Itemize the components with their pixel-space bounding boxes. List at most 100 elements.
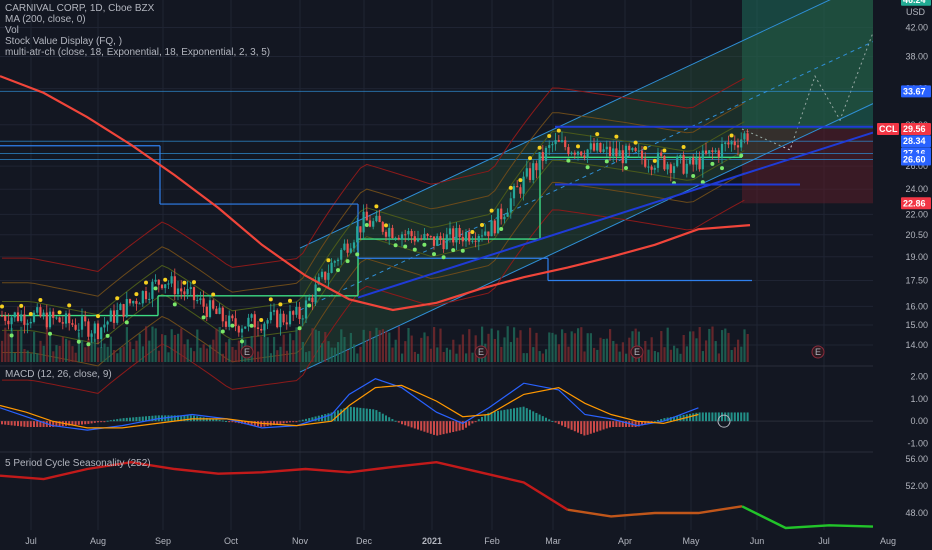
price-tag xyxy=(901,0,931,6)
macd-hist xyxy=(497,410,499,422)
macd-hist xyxy=(71,421,74,426)
volume-bar xyxy=(420,337,423,362)
signal-dot xyxy=(384,223,388,228)
price-tick: 22.00 xyxy=(905,209,928,219)
candle-body xyxy=(212,300,215,309)
volume-bar xyxy=(673,345,676,362)
volume-bar xyxy=(583,351,586,362)
macd-hist xyxy=(145,416,147,422)
candle-body xyxy=(612,148,615,156)
macd-hist xyxy=(279,421,282,424)
signal-dot xyxy=(508,185,513,190)
time-tick: Feb xyxy=(484,536,500,546)
signal-dot xyxy=(662,148,667,153)
macd-hist xyxy=(183,415,186,422)
signal-dot xyxy=(134,292,139,297)
macd-hist xyxy=(49,421,51,427)
macd-tick: -1.00 xyxy=(907,439,928,449)
candle-body xyxy=(132,300,135,304)
earnings-letter: E xyxy=(478,347,484,357)
time-tick: 2021 xyxy=(422,536,442,546)
volume-bar xyxy=(1,340,4,362)
volume-bar xyxy=(84,347,87,362)
candle-body xyxy=(740,139,743,148)
macd-hist xyxy=(269,421,272,426)
macd-hist xyxy=(81,421,83,425)
signal-dot xyxy=(576,144,580,149)
price-tag-label: 33.67 xyxy=(903,86,926,96)
candle-body xyxy=(583,155,586,158)
macd-hist xyxy=(330,412,333,422)
signal-dot xyxy=(345,259,350,264)
macd-hist xyxy=(362,408,365,422)
macd-hist xyxy=(426,421,429,433)
legend-vol[interactable]: Vol xyxy=(5,25,19,36)
volume-bar xyxy=(221,353,224,362)
volume-bar xyxy=(481,326,484,362)
ma-200 xyxy=(0,75,751,312)
volume-bar xyxy=(743,329,746,362)
signal-dot xyxy=(86,342,91,347)
candle-body xyxy=(445,234,448,250)
legend-ma[interactable]: MA (200, close, 0) xyxy=(5,14,86,25)
signal-dot xyxy=(403,244,408,249)
price-tag xyxy=(901,153,931,166)
candle-body xyxy=(301,318,304,320)
candle-body xyxy=(103,324,106,328)
signal-dot xyxy=(700,180,705,185)
macd-hist xyxy=(717,412,720,422)
volume-bar xyxy=(516,337,519,362)
volume-bars xyxy=(1,326,749,362)
volume-bar xyxy=(509,342,512,362)
candle-body xyxy=(0,315,4,317)
macd-hist xyxy=(545,417,547,422)
legend-stock-value[interactable]: Stock Value Display (FQ, ) xyxy=(5,36,123,47)
volume-bar xyxy=(292,340,295,362)
volume-bar xyxy=(116,353,119,362)
macd-legend[interactable]: MACD (12, 26, close, 9) xyxy=(5,369,112,380)
volume-bar xyxy=(375,327,378,362)
volume-bar xyxy=(378,330,381,362)
signal-dot xyxy=(230,323,235,328)
candle-body xyxy=(96,323,100,340)
price-tick: 19.00 xyxy=(905,252,928,262)
volume-bar xyxy=(433,327,436,362)
signal-dot xyxy=(720,166,724,171)
volume-bar xyxy=(285,350,288,362)
cycle-legend[interactable]: 5 Period Cycle Seasonality (252) xyxy=(5,458,151,469)
macd-hist xyxy=(23,421,26,427)
candle-body xyxy=(394,237,397,239)
candle-body xyxy=(717,150,720,158)
time-tick: May xyxy=(682,536,700,546)
macd-hist xyxy=(369,408,371,422)
volume-bar xyxy=(228,338,231,362)
macd-hist xyxy=(212,418,215,422)
volume-bar xyxy=(170,329,173,362)
macd-hist xyxy=(461,421,464,430)
price-tick: 15.00 xyxy=(905,320,928,330)
cycle-orange xyxy=(567,505,743,518)
candle-body xyxy=(605,146,608,150)
signal-dot xyxy=(9,333,14,338)
legend-symbol[interactable]: CARNIVAL CORP, 1D, Cboe BZX xyxy=(5,3,155,14)
candle-body xyxy=(429,235,432,237)
volume-bar xyxy=(641,352,644,362)
volume-bar xyxy=(541,353,544,362)
candle-body xyxy=(452,228,455,243)
candle-body xyxy=(260,328,263,331)
volume-bar xyxy=(554,334,557,362)
macd-hist xyxy=(305,418,307,422)
candle-body xyxy=(266,320,269,324)
volume-bar xyxy=(500,346,503,362)
legend-atr[interactable]: multi-atr-ch (close, 18, Exponential, 18… xyxy=(5,47,271,58)
candle-body xyxy=(500,208,503,220)
candle-body xyxy=(701,150,704,170)
macd-hist xyxy=(532,411,535,422)
target-zone xyxy=(742,0,873,130)
macd-line xyxy=(0,378,699,431)
candle-body xyxy=(461,237,464,242)
volume-bar xyxy=(698,327,701,362)
macd-hist xyxy=(663,418,666,422)
candle-body xyxy=(592,143,596,151)
